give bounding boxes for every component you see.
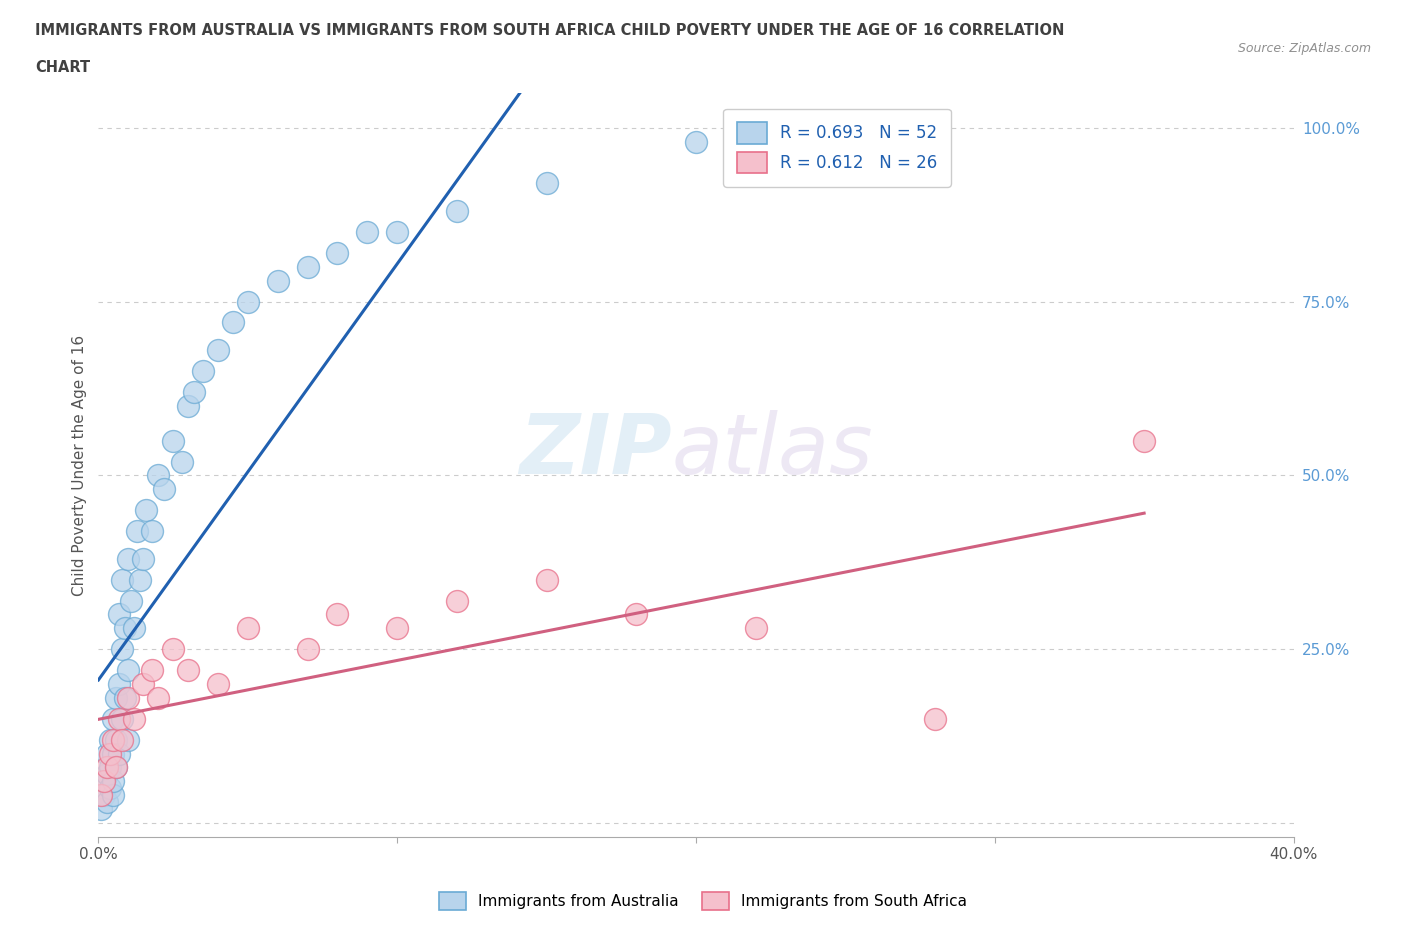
Point	[98, 760, 122, 775]
Point	[114, 690, 136, 705]
Point	[685, 134, 707, 149]
Point	[90, 802, 112, 817]
Point	[129, 572, 152, 587]
Point	[924, 711, 946, 726]
Point	[326, 607, 349, 622]
Point	[108, 607, 131, 622]
Point	[111, 732, 134, 747]
Y-axis label: Child Poverty Under the Age of 16: Child Poverty Under the Age of 16	[72, 335, 87, 595]
Point	[385, 225, 409, 240]
Point	[446, 204, 468, 219]
Point	[148, 690, 170, 705]
Point	[172, 454, 194, 469]
Point	[105, 760, 128, 775]
Point	[385, 621, 409, 636]
Point	[103, 732, 125, 747]
Text: Source: ZipAtlas.com: Source: ZipAtlas.com	[1237, 42, 1371, 55]
Point	[236, 294, 259, 309]
Point	[120, 593, 142, 608]
Point	[90, 788, 112, 803]
Point	[117, 551, 139, 566]
Point	[111, 642, 134, 657]
Point	[132, 677, 155, 692]
Point	[356, 225, 378, 240]
Point	[96, 795, 118, 810]
Point	[96, 746, 118, 761]
Point	[108, 677, 131, 692]
Point	[141, 663, 163, 678]
Point	[105, 690, 128, 705]
Point	[191, 364, 214, 379]
Point	[111, 572, 134, 587]
Point	[446, 593, 468, 608]
Point	[745, 621, 768, 636]
Point	[117, 690, 139, 705]
Point	[98, 781, 122, 796]
Point	[536, 176, 558, 191]
Point	[132, 551, 155, 566]
Point	[93, 774, 115, 789]
Point	[108, 711, 131, 726]
Point	[297, 259, 319, 274]
Point	[297, 642, 319, 657]
Point	[536, 572, 558, 587]
Point	[177, 398, 200, 413]
Point	[162, 642, 184, 657]
Point	[117, 732, 139, 747]
Legend: R = 0.693   N = 52, R = 0.612   N = 26: R = 0.693 N = 52, R = 0.612 N = 26	[723, 109, 950, 187]
Point	[108, 746, 131, 761]
Point	[162, 433, 184, 448]
Point	[96, 760, 118, 775]
Point	[148, 468, 170, 483]
Point	[103, 788, 125, 803]
Point	[127, 524, 149, 538]
Point	[114, 621, 136, 636]
Point	[1133, 433, 1156, 448]
Point	[93, 788, 115, 803]
Point	[103, 774, 125, 789]
Point	[207, 677, 229, 692]
Point	[236, 621, 259, 636]
Point	[326, 246, 349, 260]
Point	[105, 760, 128, 775]
Point	[93, 774, 115, 789]
Point	[183, 384, 205, 399]
Text: IMMIGRANTS FROM AUSTRALIA VS IMMIGRANTS FROM SOUTH AFRICA CHILD POVERTY UNDER TH: IMMIGRANTS FROM AUSTRALIA VS IMMIGRANTS …	[35, 23, 1064, 38]
Point	[124, 621, 146, 636]
Point	[141, 524, 163, 538]
Point	[96, 767, 118, 782]
Point	[117, 663, 139, 678]
Point	[267, 273, 290, 288]
Point	[135, 503, 157, 518]
Point	[111, 711, 134, 726]
Point	[177, 663, 200, 678]
Point	[98, 732, 122, 747]
Point	[153, 482, 176, 497]
Point	[103, 711, 125, 726]
Text: ZIP: ZIP	[519, 409, 672, 491]
Legend: Immigrants from Australia, Immigrants from South Africa: Immigrants from Australia, Immigrants fr…	[430, 884, 976, 918]
Point	[105, 732, 128, 747]
Point	[124, 711, 146, 726]
Point	[98, 746, 122, 761]
Point	[222, 315, 245, 330]
Text: CHART: CHART	[35, 60, 90, 75]
Point	[103, 746, 125, 761]
Text: atlas: atlas	[672, 409, 873, 491]
Point	[624, 607, 647, 622]
Point	[207, 343, 229, 358]
